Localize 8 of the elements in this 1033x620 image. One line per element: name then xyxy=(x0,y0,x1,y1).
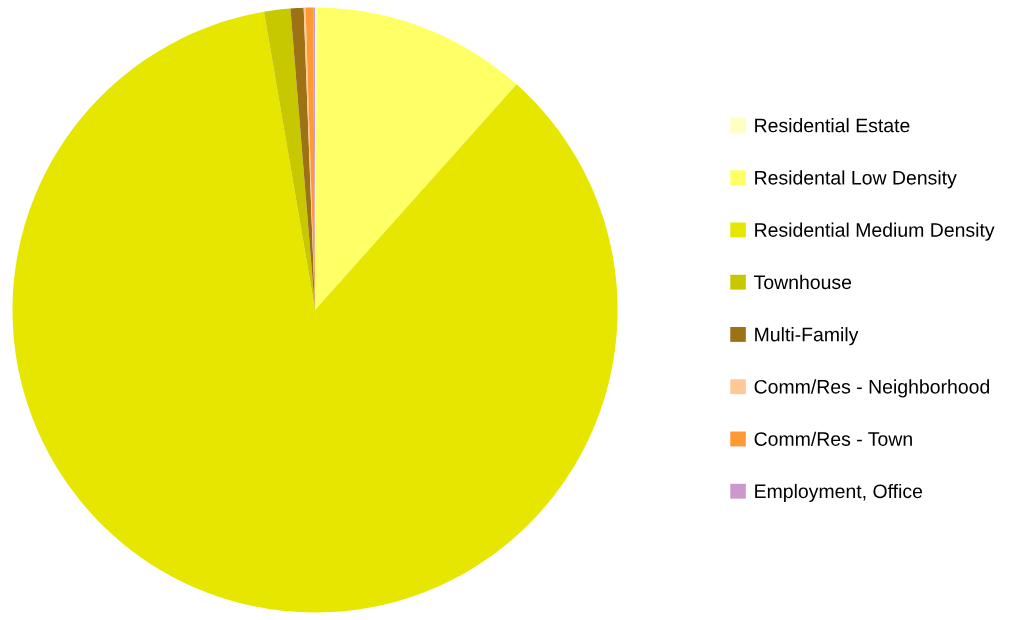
legend-label: Comm/Res - Town xyxy=(754,431,912,446)
legend-label: Employment, Office xyxy=(755,483,923,503)
legend-label: Residential Estate xyxy=(755,118,910,133)
legend-label: Comm/Res - Neighborhood xyxy=(754,379,990,398)
legend-label: Townhouse xyxy=(754,274,852,290)
legend-label: Residental Low Density xyxy=(755,170,957,189)
legend-label: Multi-Family xyxy=(755,327,859,346)
legend-label: Residential Medium Density xyxy=(755,222,995,241)
